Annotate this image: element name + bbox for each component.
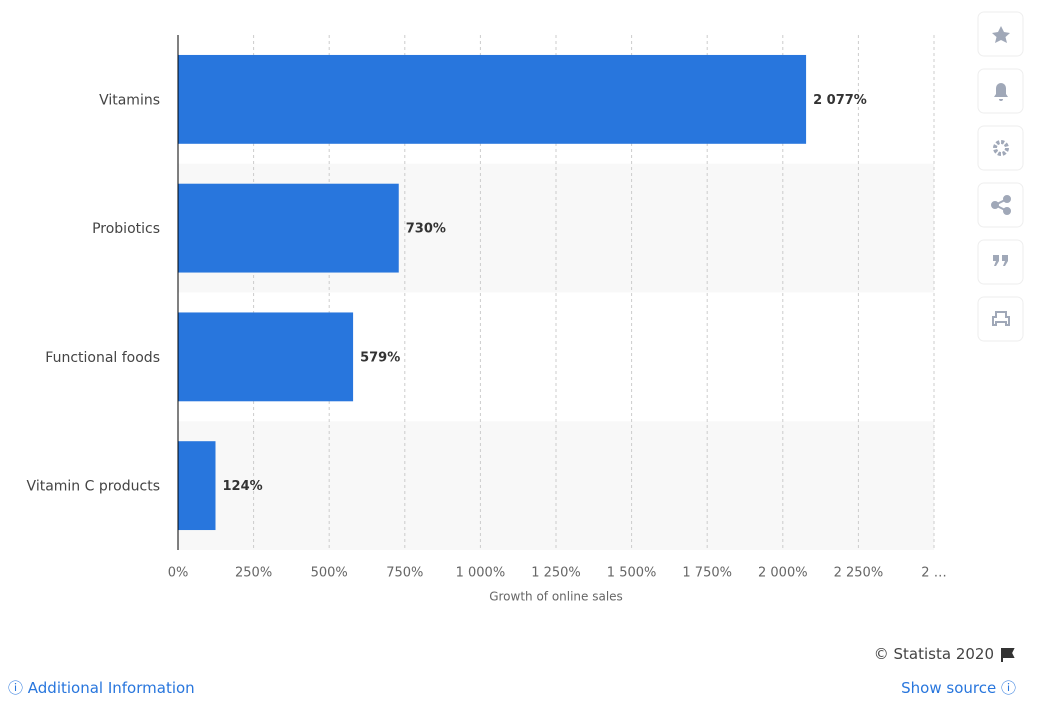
value-label: 2 077% bbox=[813, 93, 867, 108]
x-tick-label: 0% bbox=[168, 566, 189, 581]
print-button[interactable] bbox=[977, 296, 1024, 342]
additional-info-text: Additional Information bbox=[27, 679, 195, 697]
print-icon bbox=[992, 311, 1010, 326]
bar bbox=[178, 312, 354, 402]
copyright-text: © Statista 2020 bbox=[873, 645, 994, 663]
y-tick-label: Vitamins bbox=[99, 92, 160, 108]
bar bbox=[178, 183, 399, 273]
bar bbox=[178, 54, 807, 144]
x-tick-label: 1 500% bbox=[607, 566, 657, 581]
bar bbox=[178, 441, 216, 531]
x-tick-label: 2 000% bbox=[758, 566, 808, 581]
flag-icon bbox=[1001, 648, 1015, 662]
share-button[interactable] bbox=[977, 182, 1024, 228]
y-tick-label: Probiotics bbox=[92, 221, 160, 237]
y-tick-label: Functional foods bbox=[45, 350, 160, 366]
value-label: 579% bbox=[360, 350, 400, 365]
copyright: © Statista 2020 bbox=[874, 645, 994, 663]
y-tick-label: Vitamin C products bbox=[27, 479, 160, 495]
show-source-link[interactable]: Show source ⓘ bbox=[901, 679, 1016, 697]
x-tick-label: 1 750% bbox=[682, 566, 732, 581]
bell-icon bbox=[994, 83, 1008, 101]
x-tick-label: 750% bbox=[386, 566, 423, 581]
x-tick-label: 2 … bbox=[921, 566, 946, 581]
toolbar bbox=[977, 11, 1024, 342]
settings-button[interactable] bbox=[977, 125, 1024, 171]
gear-icon bbox=[993, 140, 1009, 156]
x-axis-label: Growth of online sales bbox=[489, 590, 623, 604]
x-tick-label: 500% bbox=[311, 566, 348, 581]
star-icon bbox=[992, 26, 1010, 43]
x-tick-label: 2 250% bbox=[834, 566, 884, 581]
x-tick-label: 1 000% bbox=[456, 566, 506, 581]
additional-info-link[interactable]: ⓘ Additional Information bbox=[8, 679, 195, 697]
cite-button[interactable] bbox=[977, 239, 1024, 285]
show-source-text: Show source bbox=[901, 679, 997, 697]
x-tick-label: 1 250% bbox=[531, 566, 581, 581]
share-icon bbox=[991, 195, 1011, 215]
x-tick-label: 250% bbox=[235, 566, 272, 581]
quote-icon bbox=[993, 255, 1008, 266]
value-label: 124% bbox=[222, 479, 262, 494]
value-label: 730% bbox=[406, 222, 446, 237]
